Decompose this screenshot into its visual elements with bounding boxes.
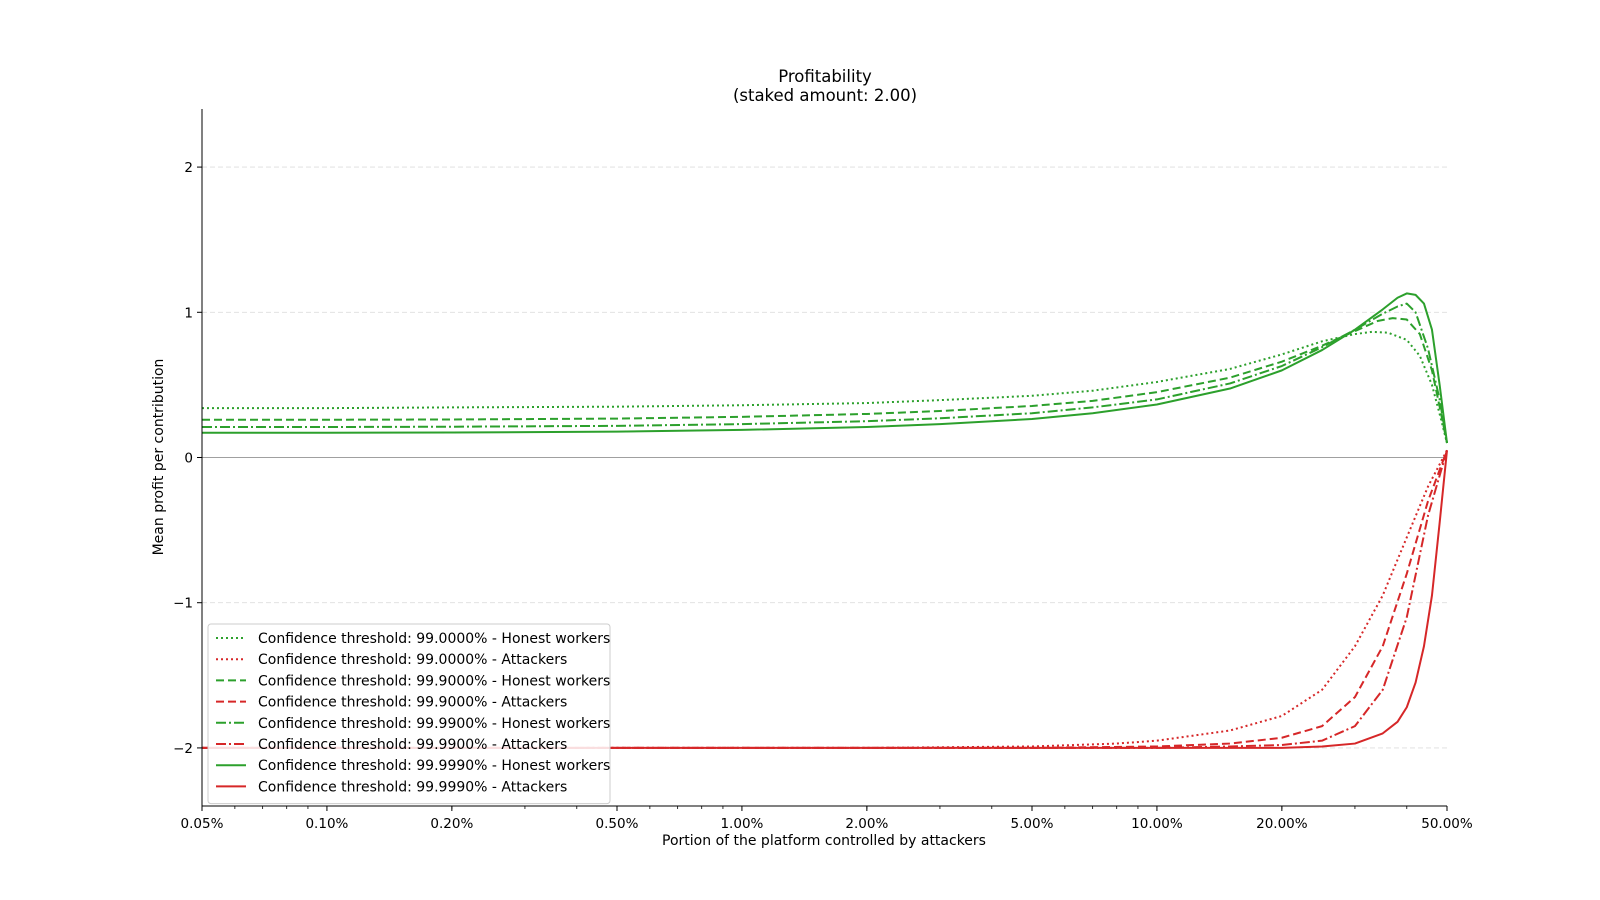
series-lines (202, 292, 1448, 749)
y-axis-label: Mean profit per contribution (151, 359, 167, 556)
tick-labels: −2 −1 0 1 2 0.05% 0.10% 0.20% 0.50% 1.00% 2.00% 5.0… (173, 160, 1473, 832)
y-tick-label: −1 (173, 596, 193, 612)
legend-label: Confidence threshold: 99.0000% - Honest … (258, 631, 610, 647)
legend-label: Confidence threshold: 99.9000% - Honest … (258, 673, 610, 689)
legend-label: Confidence threshold: 99.9990% - Attacke… (258, 779, 567, 795)
x-tick-label: 0.20% (430, 816, 473, 832)
series-line-5 (202, 302, 1448, 444)
series-line-1 (202, 330, 1448, 444)
x-tick-label: 50.00% (1421, 816, 1473, 832)
x-tick-label: 0.05% (181, 816, 224, 832)
x-tick-label: 0.50% (596, 816, 639, 832)
legend: Confidence threshold: 99.0000% - Honest … (207, 623, 611, 805)
y-tick-label: 2 (184, 160, 193, 176)
series-line-3 (202, 317, 1448, 444)
x-tick-label: 5.00% (1011, 816, 1054, 832)
legend-label: Confidence threshold: 99.9900% - Attacke… (258, 737, 567, 753)
x-tick-label: 20.00% (1256, 816, 1308, 832)
legend-box (207, 623, 611, 805)
y-tick-label: 1 (184, 305, 193, 321)
x-axis-label: Portion of the platform controlled by at… (662, 833, 986, 849)
x-tick-label: 10.00% (1131, 816, 1183, 832)
y-tick-label: 0 (184, 451, 193, 467)
series-line-2 (202, 449, 1448, 749)
y-tick-label: −2 (173, 741, 193, 757)
x-tick-label: 1.00% (720, 816, 763, 832)
legend-label: Confidence threshold: 99.9990% - Honest … (258, 758, 610, 774)
chart-title: Profitability (778, 67, 872, 86)
series-line-7 (202, 292, 1448, 444)
chart-subtitle: (staked amount: 2.00) (733, 86, 917, 105)
legend-label: Confidence threshold: 99.9000% - Attacke… (258, 695, 567, 711)
series-line-8 (202, 450, 1448, 749)
x-tick-label: 0.10% (305, 816, 348, 832)
x-tick-label: 2.00% (845, 816, 888, 832)
legend-label: Confidence threshold: 99.0000% - Attacke… (258, 652, 567, 668)
legend-label: Confidence threshold: 99.9900% - Honest … (258, 716, 610, 732)
grid-lines (202, 166, 1447, 749)
axes (197, 109, 1448, 811)
